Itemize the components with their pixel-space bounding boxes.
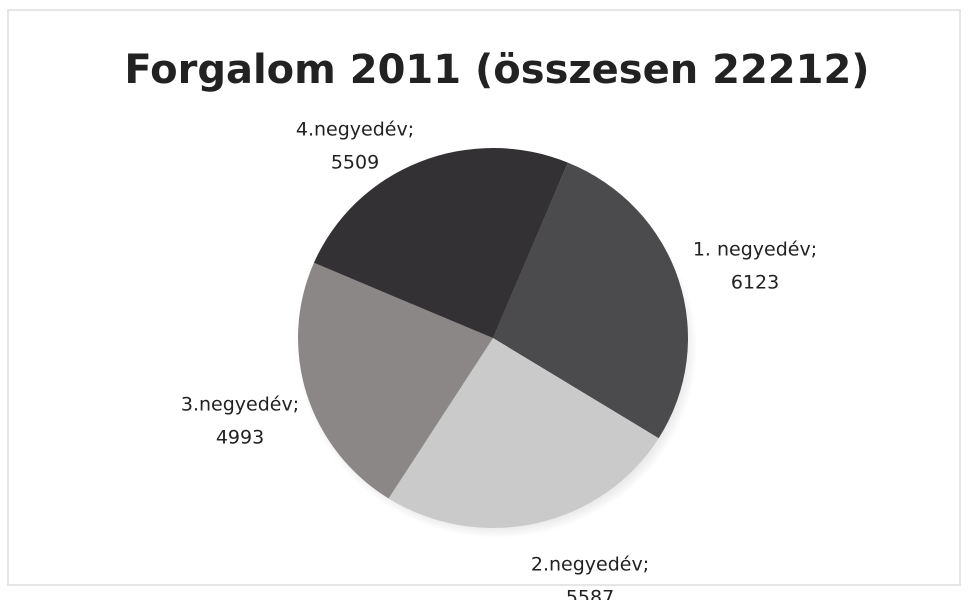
- slice-label: 3.negyedév;: [181, 394, 299, 416]
- pie: [298, 148, 688, 528]
- pie-slice: [493, 162, 688, 439]
- value-label: 5587: [566, 587, 614, 600]
- value-label: 5509: [331, 152, 379, 174]
- slice-label: 2.negyedév;: [531, 554, 649, 576]
- pie-slice: [388, 338, 659, 528]
- pie-slice: [313, 148, 568, 338]
- slice-label: 1. negyedév;: [693, 239, 817, 261]
- chart-title: Forgalom 2011 (összesen 22212): [124, 47, 869, 93]
- value-label: 6123: [731, 272, 779, 294]
- slice-label: 4.negyedév;: [296, 119, 414, 141]
- pie-slice: [298, 262, 493, 499]
- value-label: 4993: [216, 427, 264, 449]
